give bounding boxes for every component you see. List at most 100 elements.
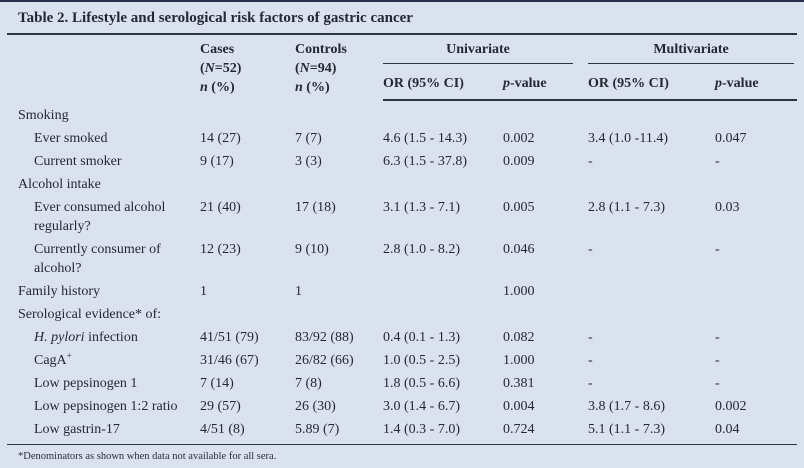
column-header-uni-p: p-value [503, 64, 589, 101]
controls-n-total: (N=94) [295, 61, 337, 76]
cell-controls: 83/92 (88) [295, 330, 354, 345]
cell-multi-or: 5.1 (1.1 - 7.3) [588, 422, 666, 437]
cell-uni-or [383, 100, 503, 127]
cell-label: Currently consumer of alcohol? [34, 242, 161, 276]
cell-controls: 5.89 (7) [295, 422, 340, 437]
cell-controls [295, 173, 383, 196]
cell-uni-p: 0.082 [503, 330, 535, 345]
cell-multi-or [588, 100, 715, 127]
cell-cases: 4/51 (8) [200, 422, 245, 437]
row-ever-smoked: Ever smoked 14 (27) 7 (7) 4.6 (1.5 - 14.… [7, 127, 797, 150]
group-header-multivariate: Multivariate [588, 35, 797, 64]
cell-multi-or [588, 280, 715, 303]
cell-multi-p [715, 303, 797, 326]
column-header-cases: Cases (N=52) n (%) [200, 35, 295, 100]
cell-multi-p: 0.03 [715, 200, 740, 215]
cell-uni-or: 2.8 (1.0 - 8.2) [383, 242, 460, 257]
cell-controls: 7 (8) [295, 376, 322, 391]
table-body: Smoking Ever smoked 14 (27) 7 (7) 4.6 (1… [7, 100, 797, 441]
cell-label: Alcohol intake [18, 177, 101, 192]
cell-multi-p [715, 100, 797, 127]
cell-cases: 7 (14) [200, 376, 234, 391]
cell-cases: 14 (27) [200, 131, 241, 146]
cell-multi-p: - [715, 376, 720, 391]
cell-uni-p: 0.004 [503, 399, 535, 414]
cell-cases: 21 (40) [200, 200, 241, 215]
cell-uni-or: 1.8 (0.5 - 6.6) [383, 376, 460, 391]
cell-uni-p: 0.381 [503, 376, 535, 391]
row-low-gastrin-17: Low gastrin-17 4/51 (8) 5.89 (7) 1.4 (0.… [7, 418, 797, 441]
cell-uni-or: 4.6 (1.5 - 14.3) [383, 131, 467, 146]
cell-controls: 7 (7) [295, 131, 322, 146]
cell-multi-p: 0.04 [715, 422, 740, 437]
cell-label: CagA+ [34, 350, 72, 368]
cell-uni-or: 0.4 (0.1 - 1.3) [383, 330, 460, 345]
cell-uni-p [503, 173, 588, 196]
cell-multi-or: - [588, 242, 593, 257]
cell-cases [200, 303, 295, 326]
cell-multi-or: 2.8 (1.1 - 7.3) [588, 200, 666, 215]
row-currently-consumer-alcohol: Currently consumer of alcohol? 12 (23) 9… [7, 238, 797, 280]
cell-uni-p: 0.002 [503, 131, 535, 146]
cell-uni-p [503, 100, 588, 127]
cell-multi-or: 3.8 (1.7 - 8.6) [588, 399, 666, 414]
cell-controls: 26/82 (66) [295, 353, 354, 368]
cell-cases: 9 (17) [200, 154, 234, 169]
risk-factors-table: Cases (N=52) n (%) Controls (N=94) n (%)… [7, 35, 798, 441]
cell-uni-or: 3.0 (1.4 - 6.7) [383, 399, 460, 414]
footnote-divider [7, 444, 797, 445]
table-title: Table 2. Lifestyle and serological risk … [7, 2, 797, 35]
table-header: Cases (N=52) n (%) Controls (N=94) n (%)… [7, 35, 798, 101]
cell-multi-p: - [715, 353, 720, 368]
univariate-label: Univariate [383, 40, 574, 64]
cell-uni-or: 1.0 (0.5 - 2.5) [383, 353, 460, 368]
row-smoking: Smoking [7, 100, 797, 127]
cell-uni-or [383, 280, 503, 303]
cell-controls: 3 (3) [295, 154, 322, 169]
cases-n-pct: n (%) [200, 80, 235, 95]
cell-uni-or: 3.1 (1.3 - 7.1) [383, 200, 460, 215]
cell-label: Smoking [18, 108, 69, 123]
row-ever-consumed-alcohol: Ever consumed alcohol regularly? 21 (40)… [7, 196, 797, 238]
cell-uni-p: 0.009 [503, 154, 535, 169]
cell-uni-or: 6.3 (1.5 - 37.8) [383, 154, 467, 169]
column-header-controls: Controls (N=94) n (%) [295, 35, 383, 100]
row-serological-evidence: Serological evidence* of: [7, 303, 797, 326]
cell-multi-or: - [588, 376, 593, 391]
cell-uni-p: 1.000 [503, 353, 535, 368]
controls-n-pct: n (%) [295, 80, 330, 95]
cell-multi-or [588, 303, 715, 326]
cell-multi-or: - [588, 154, 593, 169]
cell-multi-p: 0.002 [715, 399, 747, 414]
cell-controls: 26 (30) [295, 399, 336, 414]
cell-label: Current smoker [34, 154, 122, 169]
cases-label: Cases [200, 42, 235, 57]
cell-controls: 17 (18) [295, 200, 336, 215]
cell-multi-p: - [715, 242, 720, 257]
cell-multi-p: - [715, 154, 720, 169]
cell-label: Low pepsinogen 1 [34, 376, 138, 391]
cell-multi-p [715, 280, 797, 303]
multivariate-label: Multivariate [588, 40, 795, 64]
cell-uni-p: 0.724 [503, 422, 535, 437]
row-caga: CagA+ 31/46 (67) 26/82 (66) 1.0 (0.5 - 2… [7, 349, 797, 372]
cell-multi-p: - [715, 330, 720, 345]
cell-multi-or: 3.4 (1.0 -11.4) [588, 131, 668, 146]
cell-label: Ever smoked [34, 131, 108, 146]
row-h-pylori-infection: H. pylori infection 41/51 (79) 83/92 (88… [7, 326, 797, 349]
cell-label: Low gastrin-17 [34, 422, 120, 437]
cell-cases: 31/46 (67) [200, 353, 259, 368]
cell-cases: 41/51 (79) [200, 330, 259, 345]
column-header-multi-or: OR (95% CI) [588, 64, 716, 101]
cell-multi-p [715, 173, 797, 196]
cell-label: Family history [18, 284, 101, 299]
cell-uni-or [383, 173, 503, 196]
cell-uni-p [503, 303, 588, 326]
row-family-history: Family history 1 1 1.000 [7, 280, 797, 303]
cell-controls [295, 100, 383, 127]
cell-multi-or [588, 173, 715, 196]
table-footnote: *Denominators as shown when data not ava… [18, 451, 277, 462]
cell-uni-p: 0.046 [503, 242, 535, 257]
cell-label: Serological evidence* of: [18, 307, 162, 322]
column-header-empty [7, 35, 200, 100]
